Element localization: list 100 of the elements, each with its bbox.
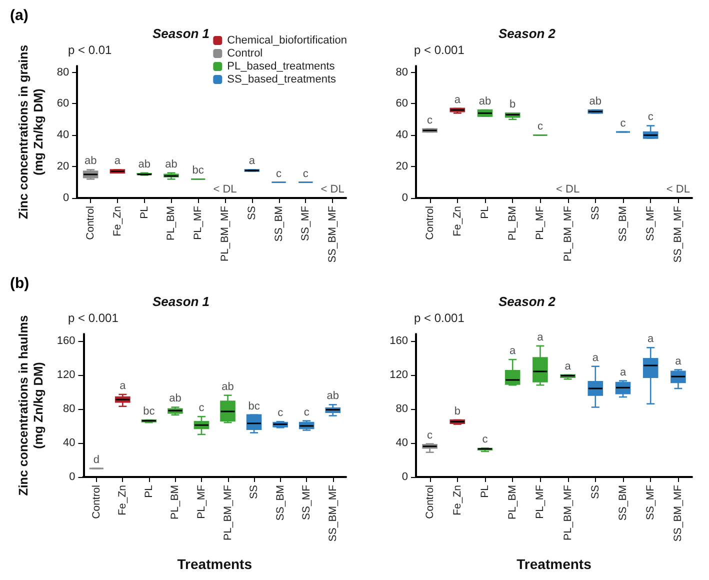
y-tick-label: 120 <box>390 368 408 381</box>
legend-label: PL_based_treatments <box>227 60 336 72</box>
x-tick-label: Fe_Zn <box>451 484 464 516</box>
chart-title: Season 1 <box>152 294 210 309</box>
annotation: a <box>454 94 462 106</box>
annotation: a <box>620 366 627 378</box>
chart-title: Season 2 <box>498 26 556 41</box>
x-tick-label: SS_BM <box>617 485 629 521</box>
annotation: a <box>120 380 127 392</box>
annotation: bc <box>248 400 260 412</box>
annotation: ab <box>84 155 97 168</box>
x-tick-label: Control <box>424 206 436 240</box>
annotation: a <box>675 355 682 368</box>
x-tick-label: PL_BM <box>169 485 182 520</box>
x-tick-label: PL <box>479 484 491 498</box>
x-tick-label: SS_BM_MF <box>672 485 684 542</box>
chart-title: Season 2 <box>498 294 556 309</box>
annotation: a <box>564 360 572 372</box>
y-tick-label: 40 <box>63 436 76 449</box>
annotation: < DL <box>666 184 690 196</box>
x-tick-label: SS <box>589 485 602 500</box>
y-tick-label: 0 <box>402 192 408 204</box>
text: (a) <box>10 7 28 24</box>
x-tick-label: PL_BM <box>165 206 178 240</box>
y-tick-label: 40 <box>396 129 408 142</box>
x-tick-label: PL <box>142 484 155 498</box>
y-tick-label: 80 <box>396 66 408 78</box>
x-tick-label: PL_MF <box>534 206 546 240</box>
annotation: c <box>537 120 544 133</box>
legend-label: SS_based_treatments <box>227 74 337 86</box>
y-tick-label: 20 <box>56 160 70 173</box>
x-tick-label: Control <box>84 206 97 240</box>
y-tick-label: 20 <box>396 160 408 173</box>
text: p < 0.001 <box>414 311 465 325</box>
y-tick-label: 60 <box>396 98 408 110</box>
annotation: ab <box>478 96 492 108</box>
x-tick-label: PL_BM_MF <box>219 206 232 262</box>
x-tick-label: Control <box>424 485 436 519</box>
annotation: bc <box>143 405 156 418</box>
text: p < 0.001 <box>414 43 465 57</box>
annotation: < DL <box>556 184 580 196</box>
x-tick-label: SS_MF <box>644 485 657 520</box>
x-tick-label: Fe_Zn <box>111 206 124 236</box>
annotation: bc <box>192 164 204 177</box>
text: (b) <box>10 275 30 292</box>
x-tick-label: SS_BM_MF <box>326 485 339 542</box>
x-tick-label: SS_BM <box>272 206 285 242</box>
x-tick-label: PL_BM <box>506 485 519 520</box>
legend-label: Control <box>227 48 263 60</box>
annotation: ab <box>222 380 234 393</box>
x-tick-label: Control <box>90 485 102 519</box>
y-tick-label: 160 <box>56 334 76 347</box>
text: p < 0.001 <box>68 311 119 325</box>
annotation: c <box>648 111 654 124</box>
annotation: < DL <box>320 184 344 196</box>
annotation: a <box>537 331 544 344</box>
annotation: c <box>427 114 434 126</box>
annotation: c <box>620 118 626 130</box>
annotation: c <box>198 402 205 414</box>
y-tick-label: 0 <box>63 192 70 204</box>
annotation: ab <box>169 392 182 405</box>
annotation: c <box>427 429 434 442</box>
y-tick-label: 40 <box>396 436 408 449</box>
text: p < 0.01 <box>68 43 112 57</box>
x-axis-title: Treatments <box>516 556 592 572</box>
annotation: < DL <box>213 184 237 196</box>
y-tick-label: 80 <box>56 66 70 78</box>
x-tick-label: Fe_Zn <box>116 484 129 516</box>
y-tick-label: 0 <box>69 471 76 483</box>
y-tick-label: 120 <box>56 368 76 381</box>
x-tick-label: SS_MF <box>644 206 657 242</box>
x-tick-label: PL_BM <box>506 206 519 240</box>
x-tick-label: PL_BM_MF <box>222 485 234 540</box>
chart-title: Season 1 <box>152 26 210 41</box>
annotation: c <box>276 168 282 180</box>
x-tick-label: PL_BM_MF <box>562 485 574 540</box>
annotation: a <box>114 155 122 168</box>
annotation: c <box>482 434 488 446</box>
x-tick-label: PL <box>138 206 150 219</box>
annotation: c <box>278 407 284 420</box>
y-axis-title: Zinc concentrations in grains (mg Zn/kg DM) <box>16 44 46 220</box>
annotation: ab <box>138 158 150 170</box>
annotation: a <box>248 155 256 168</box>
x-tick-label: SS_MF <box>300 206 312 242</box>
y-tick-label: 40 <box>56 129 70 142</box>
annotation: ab <box>589 96 602 108</box>
y-tick-label: 0 <box>402 471 408 483</box>
y-tick-label: 80 <box>396 402 408 415</box>
x-tick-label: SS <box>246 206 258 220</box>
x-tick-label: SS_BM_MF <box>326 206 339 263</box>
legend-label: Chemical_biofortification <box>227 34 348 46</box>
y-tick-label: 160 <box>390 334 408 347</box>
x-tick-label: SS <box>248 485 260 500</box>
x-tick-label: Fe_Zn <box>451 206 464 236</box>
x-tick-label: PL <box>479 206 491 219</box>
annotation: a <box>648 333 655 346</box>
annotation: a <box>592 352 600 364</box>
annotation: b <box>454 405 460 418</box>
x-tick-label: SS_BM <box>617 206 629 242</box>
annotation: ab <box>326 390 339 402</box>
